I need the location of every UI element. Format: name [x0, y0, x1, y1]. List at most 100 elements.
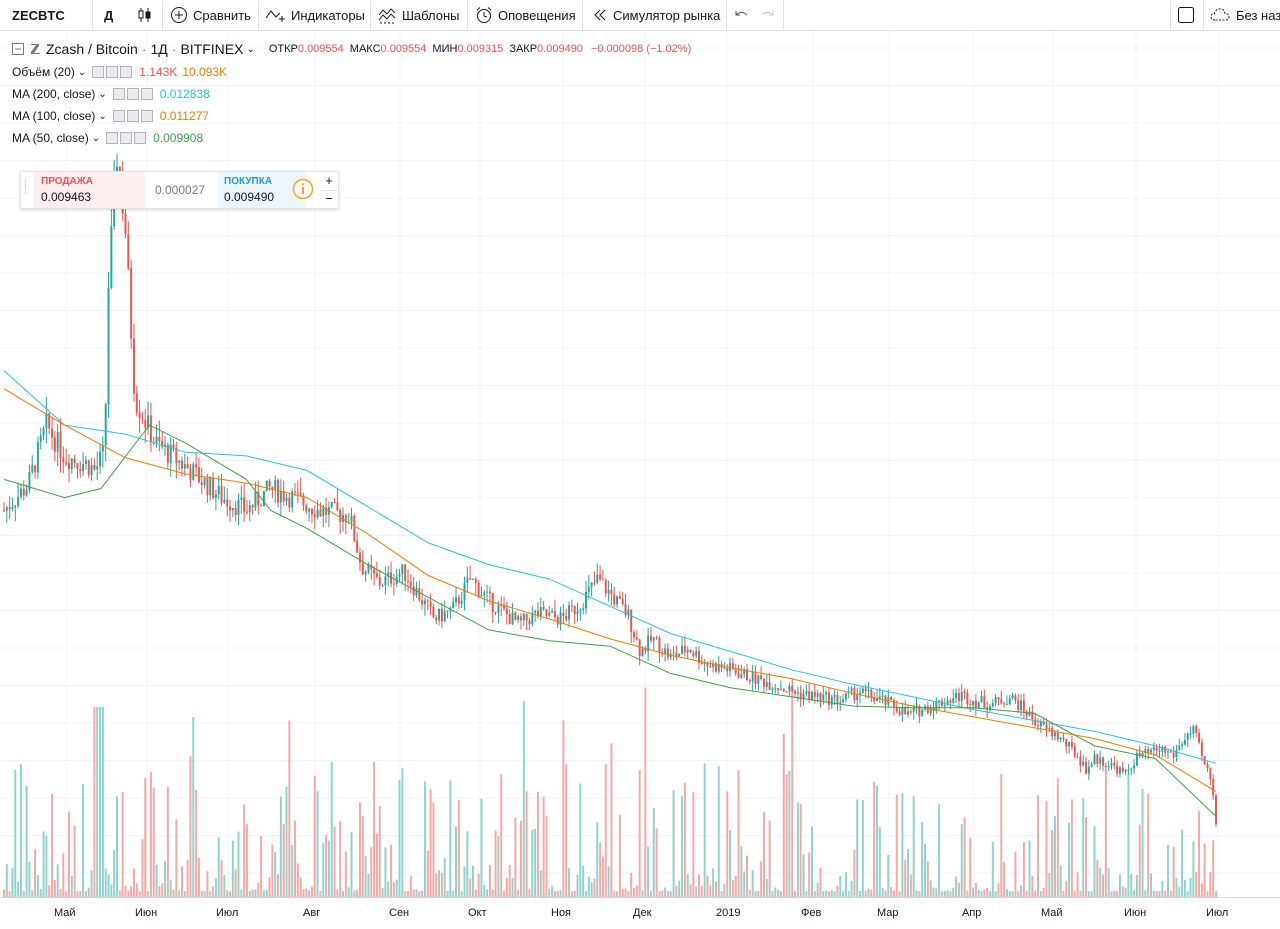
volume-bar: [709, 885, 712, 897]
indicator-label[interactable]: MA (50, close): [12, 131, 89, 145]
layout-button[interactable]: Без назв: [1209, 0, 1280, 30]
volume-bar: [658, 891, 661, 897]
templates-button[interactable]: Шаблоны: [378, 0, 460, 30]
candle-body: [378, 576, 381, 586]
candle-body: [630, 609, 633, 633]
symbol-search[interactable]: ZECBTC: [12, 0, 65, 30]
time-axis[interactable]: Май Июн Июл Авг Сен Окт Ноя Дек 2019 Фев…: [0, 897, 1280, 929]
close-icon[interactable]: [140, 110, 153, 122]
volume-bar: [568, 867, 571, 897]
x-tick-label: Фев: [801, 907, 822, 919]
volume-bar: [455, 826, 458, 897]
replay-button[interactable]: Симулятор рынка: [592, 0, 720, 30]
candle-body: [534, 610, 537, 613]
candle-body: [364, 571, 367, 575]
volume-bar: [861, 799, 864, 897]
undo-button[interactable]: [733, 0, 751, 30]
chevron-down-icon[interactable]: ⌄: [246, 43, 255, 55]
chart-area[interactable]: [0, 31, 1280, 897]
redo-button[interactable]: [758, 0, 776, 30]
candle-body: [729, 663, 732, 672]
candle-body: [737, 673, 740, 678]
volume-bar: [200, 890, 203, 897]
volume-bar: [734, 875, 737, 897]
volume-bar: [974, 883, 977, 897]
volume-bar: [141, 839, 144, 897]
candle-body: [686, 649, 689, 653]
volume-bar: [322, 843, 325, 897]
candle-body: [641, 648, 644, 657]
info-icon[interactable]: [292, 178, 314, 200]
volume-bar: [616, 891, 619, 897]
indicator-label[interactable]: Объём (20): [12, 65, 75, 79]
volume-bar: [1152, 890, 1155, 897]
volume-bar: [1034, 891, 1037, 897]
volume-bar: [1037, 795, 1040, 897]
interval-button[interactable]: Д: [104, 0, 113, 30]
candle-body: [1166, 751, 1169, 753]
candle-body: [1181, 744, 1184, 747]
plus-icon[interactable]: +: [325, 173, 333, 188]
gear-icon[interactable]: [126, 88, 139, 100]
fullscreen-button[interactable]: [1177, 0, 1195, 30]
candle-body: [873, 697, 876, 702]
collapse-icon[interactable]: [12, 43, 24, 55]
eye-icon[interactable]: [92, 66, 105, 78]
candle-body: [587, 586, 590, 592]
volume-bar: [912, 796, 915, 897]
volume-bar: [1025, 891, 1028, 897]
volume-bar: [1200, 883, 1203, 897]
volume-bar: [93, 707, 96, 897]
candle-body: [432, 606, 435, 618]
eye-icon[interactable]: [112, 88, 125, 100]
volume-bar: [777, 889, 780, 897]
indicator-label[interactable]: MA (100, close): [12, 109, 96, 123]
minus-icon[interactable]: −: [321, 190, 337, 207]
indicator-label[interactable]: MA (200, close): [12, 87, 96, 101]
chevron-down-icon[interactable]: ⌄: [98, 110, 107, 122]
chart-style-button[interactable]: [136, 0, 154, 30]
gear-icon[interactable]: [120, 132, 133, 144]
volume-bar: [983, 889, 986, 897]
series-title[interactable]: Zcash / Bitcoin: [46, 41, 138, 57]
volume-bar: [746, 855, 749, 897]
candle-body: [907, 711, 910, 715]
series-exchange: BITFINEX: [180, 41, 244, 57]
candle-body: [861, 688, 864, 693]
buy-button[interactable]: ПОКУПКА 0.009490: [218, 172, 306, 208]
chevron-down-icon[interactable]: ⌄: [98, 88, 107, 100]
candle-body: [808, 691, 811, 700]
candle-body: [34, 465, 37, 473]
candle-body: [65, 462, 68, 464]
drag-handle-icon[interactable]: ⁞ ⁞: [24, 179, 28, 196]
eye-icon[interactable]: [112, 110, 125, 122]
volume-bar: [390, 844, 393, 897]
candle-body: [525, 613, 528, 621]
candle-body: [310, 509, 313, 515]
candle-body: [1104, 765, 1107, 767]
candle-body: [1028, 711, 1031, 716]
candle-body: [938, 700, 941, 702]
volume-bar: [53, 879, 56, 897]
close-icon[interactable]: [134, 132, 147, 144]
eye-icon[interactable]: [106, 132, 119, 144]
close-icon[interactable]: [120, 66, 133, 78]
sell-button[interactable]: ПРОДАЖА 0.009463: [34, 172, 145, 208]
gear-icon[interactable]: [126, 110, 139, 122]
chevron-down-icon[interactable]: ⌄: [91, 132, 101, 144]
indicators-button[interactable]: Индикаторы: [265, 0, 365, 30]
high-label: МАКС: [349, 43, 381, 55]
candles-icon: [138, 8, 151, 22]
alerts-button[interactable]: Оповещения: [475, 0, 576, 30]
close-icon[interactable]: [140, 88, 153, 100]
candle-body: [384, 576, 387, 586]
compare-button[interactable]: Сравнить: [170, 0, 251, 30]
volume-bar: [28, 862, 31, 897]
gear-icon[interactable]: [106, 66, 119, 78]
volume-bar: [500, 774, 503, 897]
chevron-down-icon[interactable]: ⌄: [77, 66, 87, 78]
candle-body: [96, 466, 99, 470]
volume-bar: [565, 764, 568, 897]
price-chart[interactable]: [0, 31, 1280, 897]
volume-bar: [370, 847, 373, 897]
